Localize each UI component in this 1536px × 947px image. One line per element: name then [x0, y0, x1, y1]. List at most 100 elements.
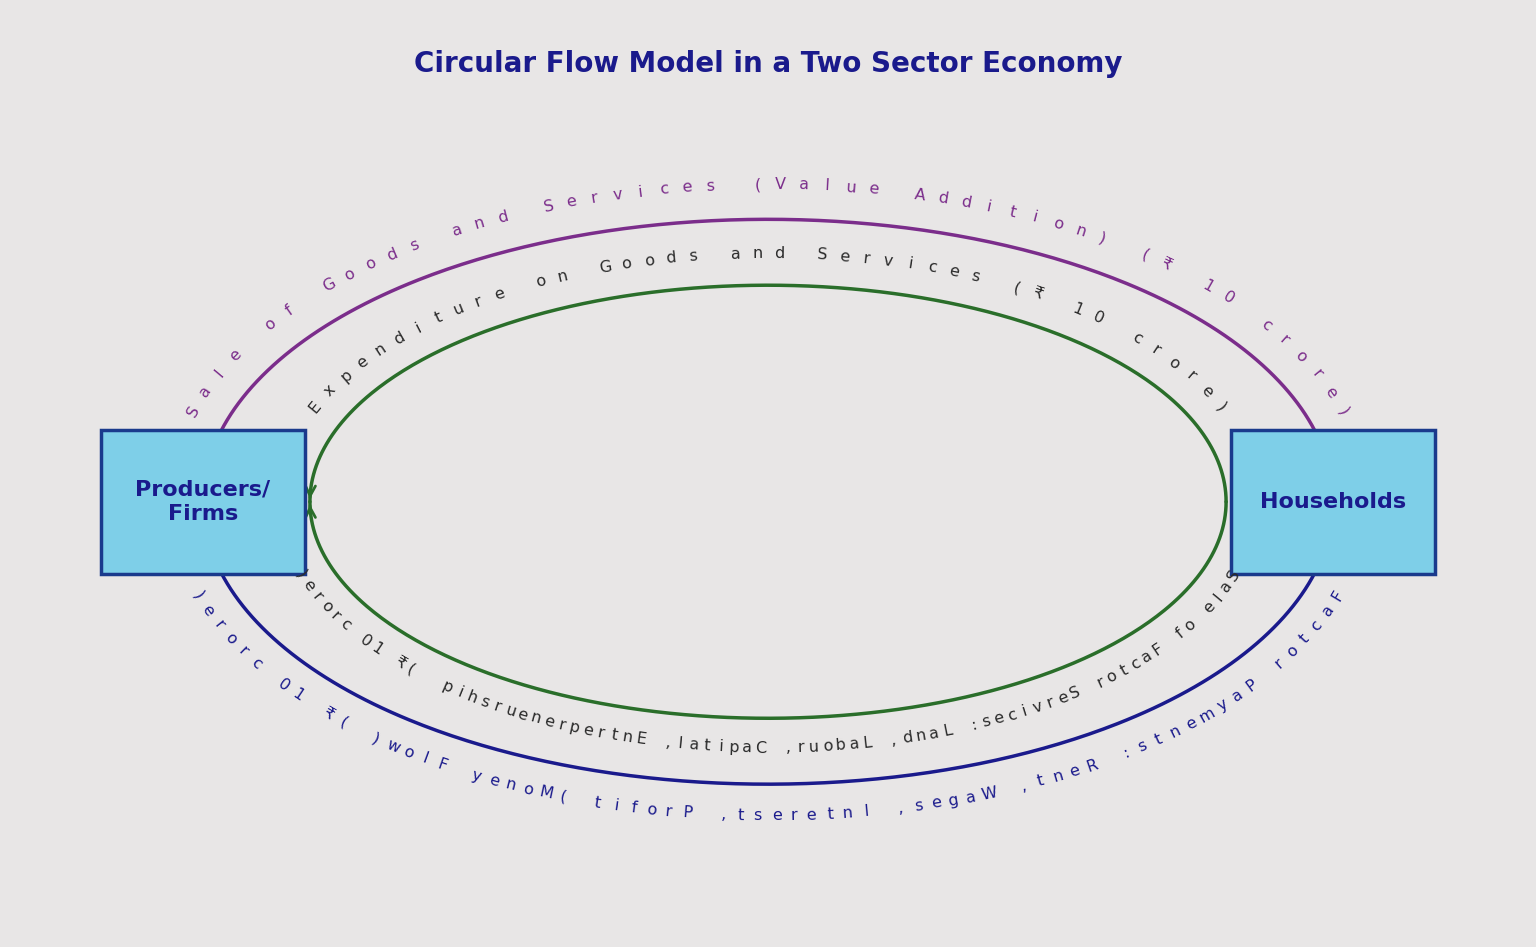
Text: r: r [791, 808, 797, 823]
Text: a: a [1229, 687, 1246, 705]
Text: c: c [1127, 655, 1143, 672]
Text: Households: Households [1260, 491, 1405, 511]
Text: d: d [774, 246, 785, 261]
Text: l: l [825, 178, 829, 194]
Text: r: r [862, 251, 871, 266]
Text: C: C [756, 741, 766, 756]
Text: e: e [1198, 383, 1217, 401]
Text: c: c [1130, 330, 1144, 348]
Text: d: d [902, 730, 914, 746]
Text: t: t [703, 739, 711, 754]
Text: S: S [1224, 566, 1243, 583]
Text: S: S [1068, 685, 1083, 702]
Text: i: i [719, 740, 723, 755]
Text: a: a [928, 725, 940, 742]
Text: r: r [1309, 366, 1326, 382]
Text: a: a [1218, 578, 1235, 595]
Text: y: y [470, 767, 482, 784]
Text: i: i [613, 798, 619, 813]
Text: F: F [1150, 641, 1166, 659]
Text: d: d [960, 194, 972, 210]
Text: 0: 0 [1091, 310, 1106, 328]
Text: E: E [636, 731, 647, 748]
Text: o: o [1181, 616, 1198, 634]
Text: a: a [197, 384, 215, 400]
Text: (: ( [406, 662, 418, 678]
Text: ,: , [889, 732, 897, 747]
Text: r: r [596, 725, 605, 742]
Text: x: x [321, 383, 338, 400]
Text: e: e [1322, 384, 1339, 401]
Text: r: r [1044, 694, 1055, 711]
Text: P: P [682, 805, 693, 821]
Text: e: e [300, 577, 318, 594]
Text: o: o [343, 265, 358, 283]
Text: l: l [421, 751, 430, 767]
Text: l: l [212, 366, 227, 380]
Text: d: d [665, 250, 676, 266]
Text: ): ) [1097, 230, 1107, 246]
Text: e: e [565, 194, 578, 210]
Text: ): ) [1213, 401, 1229, 415]
Text: ): ) [1335, 405, 1352, 419]
Text: P: P [1243, 677, 1260, 695]
Text: ₹: ₹ [392, 654, 409, 672]
Text: ,: , [720, 808, 727, 823]
Text: 1: 1 [1071, 300, 1086, 318]
Text: A: A [912, 187, 926, 203]
Text: f: f [1174, 626, 1187, 641]
Text: s: s [407, 237, 421, 254]
Text: r: r [1272, 656, 1287, 671]
Text: t: t [737, 808, 743, 823]
Text: b: b [836, 738, 846, 753]
Text: :: : [969, 717, 978, 733]
Text: g: g [948, 793, 960, 809]
Text: e: e [487, 773, 501, 790]
Text: a: a [1319, 602, 1336, 619]
Text: t: t [1298, 632, 1312, 647]
Text: s: s [980, 714, 992, 730]
Text: r: r [235, 643, 250, 658]
Text: e: e [992, 710, 1006, 727]
Text: e: e [198, 601, 217, 618]
Text: e: e [581, 723, 594, 739]
Text: a: a [849, 736, 860, 752]
Text: ,: , [785, 741, 791, 756]
Text: n: n [530, 710, 544, 727]
Text: r: r [556, 717, 567, 733]
Text: S: S [817, 247, 828, 262]
Text: r: r [1149, 342, 1163, 358]
Text: v: v [613, 187, 624, 203]
Text: L: L [942, 723, 954, 739]
Text: Circular Flow Model in a Two Sector Economy: Circular Flow Model in a Two Sector Econ… [413, 50, 1123, 78]
Text: e: e [493, 285, 507, 303]
Text: (: ( [559, 789, 568, 805]
Text: V: V [774, 177, 786, 192]
Text: c: c [659, 182, 670, 197]
Text: e: e [1055, 689, 1071, 706]
Text: o: o [364, 255, 378, 273]
Text: a: a [730, 246, 740, 261]
Text: s: s [914, 797, 923, 813]
Text: 0: 0 [275, 676, 292, 694]
Text: e: e [839, 249, 851, 264]
Text: c: c [1258, 316, 1275, 333]
Text: 1: 1 [369, 640, 386, 658]
Text: r: r [1094, 674, 1106, 690]
Text: e: e [516, 706, 530, 724]
Text: ,: , [1020, 777, 1028, 794]
Text: S: S [184, 402, 203, 420]
Text: (: ( [1011, 279, 1021, 295]
Text: e: e [931, 795, 943, 812]
Text: e: e [542, 713, 556, 730]
Text: f: f [283, 303, 296, 318]
Text: c: c [926, 259, 937, 276]
Text: ₹: ₹ [1158, 256, 1174, 274]
Text: o: o [522, 781, 535, 798]
Text: s: s [969, 268, 982, 285]
Text: y: y [1215, 697, 1230, 714]
Text: n: n [473, 215, 487, 232]
Text: p: p [728, 740, 739, 755]
Text: p: p [338, 366, 355, 384]
Text: o: o [645, 802, 657, 818]
